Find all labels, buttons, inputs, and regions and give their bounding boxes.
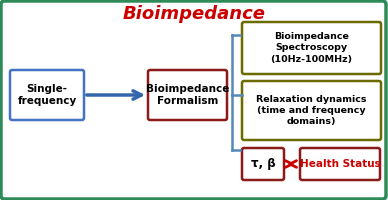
Text: Single-
frequency: Single- frequency [17,84,76,106]
FancyBboxPatch shape [242,148,284,180]
Text: Relaxation dynamics
(time and frequency
domains): Relaxation dynamics (time and frequency … [256,95,367,126]
Text: Bioimpedance: Bioimpedance [123,5,265,23]
Text: Health Status: Health Status [300,159,380,169]
Text: Bioimpedance
Formalism: Bioimpedance Formalism [146,84,229,106]
FancyBboxPatch shape [148,70,227,120]
Text: Bioimpedance
Spectroscopy
(10Hz-100MHz): Bioimpedance Spectroscopy (10Hz-100MHz) [270,32,353,64]
FancyBboxPatch shape [300,148,380,180]
FancyBboxPatch shape [242,81,381,140]
FancyBboxPatch shape [242,22,381,74]
FancyBboxPatch shape [10,70,84,120]
Text: τ, β: τ, β [251,158,275,170]
